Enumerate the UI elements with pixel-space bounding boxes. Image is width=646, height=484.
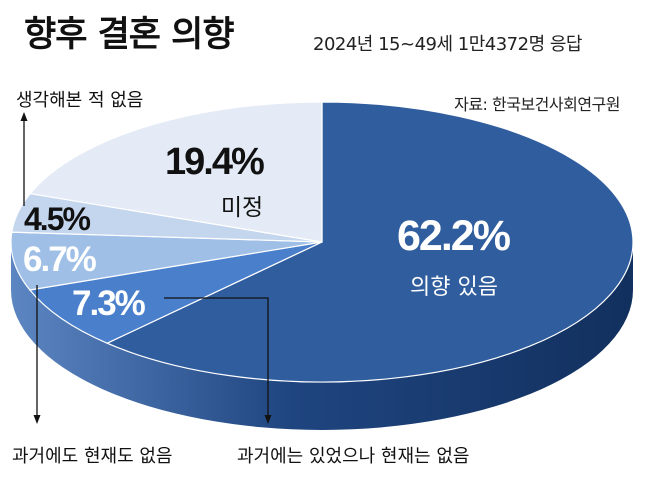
category-label-never: 과거에도 현재도 없음 [12, 446, 172, 467]
value-label-never: 6.7% [23, 240, 97, 279]
value-label-intend: 62.2% [397, 212, 511, 260]
arrow-head-past-only [264, 415, 272, 424]
pie-side [11, 242, 633, 430]
pie-slice-never [10, 231, 323, 291]
chart-subtitle: 2024년 15~49세 1만4372명 응답 [313, 34, 582, 55]
arrow-head-never [33, 415, 41, 424]
value-label-undecided: 19.4% [165, 141, 264, 183]
pie-slices [10, 101, 634, 383]
category-label-past-only: 과거에는 있었으나 현재는 없음 [237, 446, 469, 467]
category-label-never-thought: 생각해본 적 없음 [16, 90, 143, 111]
source-note: 자료: 한국보건사회연구원 [454, 95, 620, 114]
arrow-head-never-thought [20, 112, 28, 121]
leader-lines [20, 112, 272, 424]
category-label-intend: 의향 있음 [410, 275, 498, 300]
category-label-undecided: 미정 [221, 195, 263, 221]
leader-line-past-only [164, 297, 269, 418]
chart-title: 향후 결혼 의향 [24, 15, 235, 55]
value-label-past-only: 7.3% [72, 284, 146, 323]
pie-slice-undecided [29, 101, 323, 243]
value-label-never-thought: 4.5% [24, 201, 90, 237]
pie-slice-past-only [28, 241, 323, 344]
